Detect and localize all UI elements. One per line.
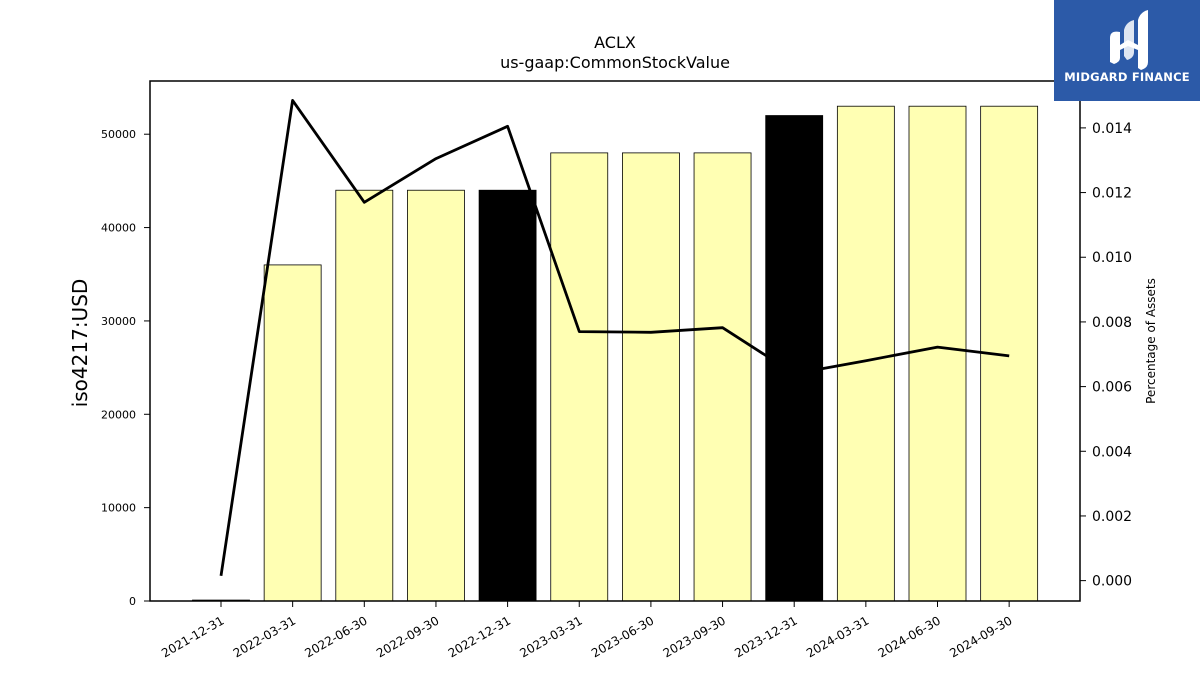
- x-tick-label: 2024-09-30: [947, 613, 1014, 660]
- y-tick-label: 0: [129, 595, 136, 608]
- y2-tick-label: 0.004: [1092, 444, 1132, 460]
- y2-axis-label: Percentage of Assets: [1144, 278, 1158, 404]
- x-tick-label: 2023-06-30: [589, 613, 656, 660]
- bar-2023-06-30: [622, 152, 680, 602]
- x-tick-label: 2022-09-30: [374, 613, 441, 660]
- x-tick-label: 2023-03-31: [517, 613, 584, 660]
- chart-title: ACLX: [594, 33, 636, 52]
- y2-tick-label: 0.008: [1092, 315, 1132, 331]
- y-tick-label: 50000: [101, 128, 136, 141]
- x-tick-label: 2023-12-31: [732, 613, 799, 660]
- x-tick-label: 2021-12-31: [159, 613, 226, 660]
- bar-2022-06-30: [335, 189, 394, 602]
- x-tick-label: 2022-12-31: [446, 613, 513, 660]
- brand-logo: MIDGARD FINANCE: [1054, 0, 1200, 101]
- x-tick-label: 2022-06-30: [302, 613, 369, 660]
- y2-tick-label: 0.012: [1092, 186, 1132, 202]
- y-axis-label: iso4217:USD: [68, 279, 92, 408]
- y-tick-label: 10000: [101, 502, 136, 515]
- y-axis-right: 0.000 0.002 0.004 0.006 0.008 0.010 0.012 0.014: [1080, 121, 1132, 590]
- bar-2022-12-31: [478, 189, 537, 602]
- percentage-line: [219, 99, 1010, 577]
- logo-text: MIDGARD FINANCE: [1064, 70, 1190, 84]
- bar-2023-12-31: [765, 115, 824, 602]
- bar-2024-03-31: [836, 105, 895, 602]
- bar-2024-06-30: [908, 105, 967, 602]
- plot-frame: [149, 80, 1081, 602]
- y-axis-left: 0 10000 20000 30000 40000 50000: [101, 128, 150, 608]
- x-axis: 2021-12-31 2022-03-31 2022-06-30 2022-09-30…: [159, 601, 1015, 660]
- y2-tick-label: 0.010: [1092, 250, 1132, 266]
- x-tick-label: 2023-09-30: [661, 613, 728, 660]
- logo-mark-icon: [1110, 10, 1148, 70]
- line-layer: [219, 99, 1010, 577]
- y2-tick-label: 0.002: [1092, 509, 1132, 525]
- y2-tick-label: 0.014: [1092, 121, 1132, 137]
- bar-2022-09-30: [407, 189, 465, 602]
- y-tick-label: 20000: [101, 408, 136, 421]
- x-tick-label: 2022-03-31: [231, 613, 298, 660]
- y2-tick-label: 0.000: [1092, 574, 1132, 590]
- x-tick-label: 2024-03-31: [804, 613, 871, 660]
- y2-tick-label: 0.006: [1092, 380, 1132, 396]
- y-tick-label: 30000: [101, 315, 136, 328]
- bars-layer: [192, 105, 1039, 602]
- bar-2023-03-31: [550, 152, 609, 602]
- bar-2023-09-30: [693, 152, 752, 602]
- chart-subtitle: us-gaap:CommonStockValue: [500, 53, 730, 72]
- y-tick-label: 40000: [101, 222, 136, 235]
- x-tick-label: 2024-06-30: [876, 613, 943, 660]
- bar-2022-03-31: [263, 264, 322, 602]
